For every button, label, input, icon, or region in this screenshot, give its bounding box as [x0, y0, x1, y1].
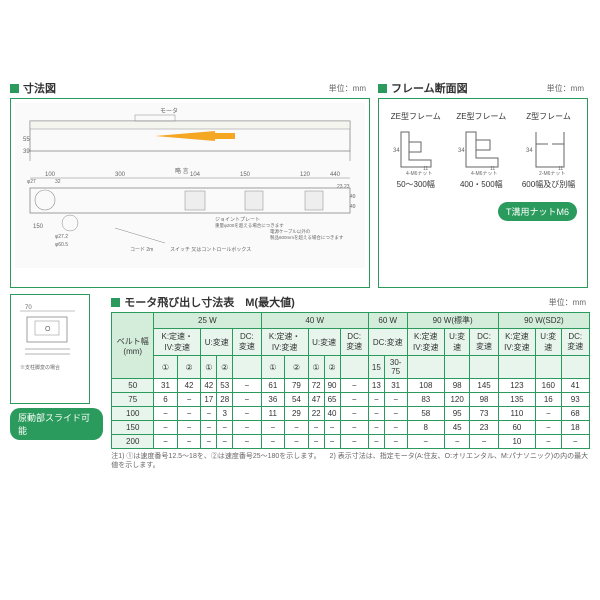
svg-text:略 言: 略 言 [175, 167, 189, 175]
svg-text:300: 300 [115, 172, 126, 178]
svg-text:440: 440 [330, 172, 341, 178]
svg-text:120: 120 [300, 172, 311, 178]
section-panel: フレーム断面図 単位：mm ZE型フレーム 344-M6ナット11 50〜300… [378, 80, 588, 288]
svg-text:150: 150 [33, 224, 44, 230]
svg-text:φ60.5: φ60.5 [55, 242, 68, 248]
slide-badge: 原動部スライド可能 [10, 408, 103, 440]
svg-text:70: 70 [25, 305, 32, 311]
svg-text:製品600mmを超える場合につきます: 製品600mmを超える場合につきます [270, 234, 344, 241]
svg-text:49: 49 [350, 204, 356, 210]
svg-text:φ27.2: φ27.2 [55, 234, 68, 240]
dimension-drawing: モータ 55 39 100 300 104 150 120 [15, 103, 365, 268]
svg-text:34: 34 [526, 148, 533, 154]
dim-unit: 単位：mm [329, 83, 366, 94]
svg-text:11: 11 [423, 166, 428, 172]
motor-table-panel: モータ飛び出し寸法表 M(最大値) 単位：mm ベルト幅 (mm)25 W40 … [111, 294, 590, 470]
frame-width-0: 50〜300幅 [391, 179, 441, 190]
svg-text:34: 34 [393, 148, 400, 154]
svg-text:11: 11 [558, 166, 563, 172]
side-drawing-panel: 70 O ※支柱脚変の場合 原動部スライド可能 [10, 294, 103, 440]
svg-text:重量φ200を超える場合につきます: 重量φ200を超える場合につきます [215, 222, 284, 229]
svg-text:φ27: φ27 [27, 179, 36, 185]
dimension-panel: 寸法図 単位：mm モータ 55 3 [10, 80, 370, 288]
svg-text:104: 104 [190, 172, 201, 178]
svg-text:39: 39 [23, 149, 30, 155]
svg-text:4-M6ナット: 4-M6ナット [406, 171, 432, 177]
tbl-unit: 単位：mm [549, 297, 586, 308]
svg-text:電源ケーブル以外の: 電源ケーブル以外の [270, 228, 311, 235]
svg-text:150: 150 [240, 172, 251, 178]
frame-name-1: ZE型フレーム [456, 111, 506, 122]
svg-text:49: 49 [350, 194, 356, 200]
svg-text:32: 32 [55, 179, 61, 185]
sec-title: フレーム断面図 [391, 80, 468, 96]
svg-text:モータ: モータ [160, 107, 178, 115]
svg-text:スイッチ 又はコントロールボックス: スイッチ 又はコントロールボックス [170, 246, 251, 253]
dim-title: 寸法図 [23, 80, 56, 96]
section-marker [111, 298, 120, 307]
section-marker [10, 84, 19, 93]
frame-name-2: Z型フレーム [522, 111, 575, 122]
frame-name-0: ZE型フレーム [391, 111, 441, 122]
svg-text:23 23: 23 23 [337, 184, 350, 190]
svg-text:34: 34 [458, 148, 465, 154]
svg-text:11: 11 [490, 166, 495, 172]
tbl-title: モータ飛び出し寸法表 M(最大値) [124, 294, 295, 310]
svg-text:100: 100 [45, 172, 56, 178]
svg-text:※支柱脚変の場合: ※支柱脚変の場合 [20, 364, 60, 371]
sec-unit: 単位：mm [547, 83, 584, 94]
svg-text:コード 2m: コード 2m [130, 247, 153, 253]
frame-sections: ZE型フレーム 344-M6ナット11 50〜300幅 ZE型フレーム 344-… [383, 109, 583, 190]
svg-text:O: O [45, 326, 51, 333]
svg-text:55: 55 [23, 137, 30, 143]
motor-table: ベルト幅 (mm)25 W40 W60 W90 W(標準)90 W(SD2)K:… [111, 312, 590, 449]
slot-nut-badge: T溝用ナットM6 [498, 202, 577, 221]
side-drawing: 70 O ※支柱脚変の場合 [15, 299, 85, 394]
frame-width-2: 600幅及び別幅 [522, 179, 575, 190]
table-notes: 注1) ①は速度番号12.5〜18を、②は速度番号25〜180を示します。 2)… [111, 452, 590, 470]
frame-width-1: 400・500幅 [456, 179, 506, 190]
section-marker [378, 84, 387, 93]
